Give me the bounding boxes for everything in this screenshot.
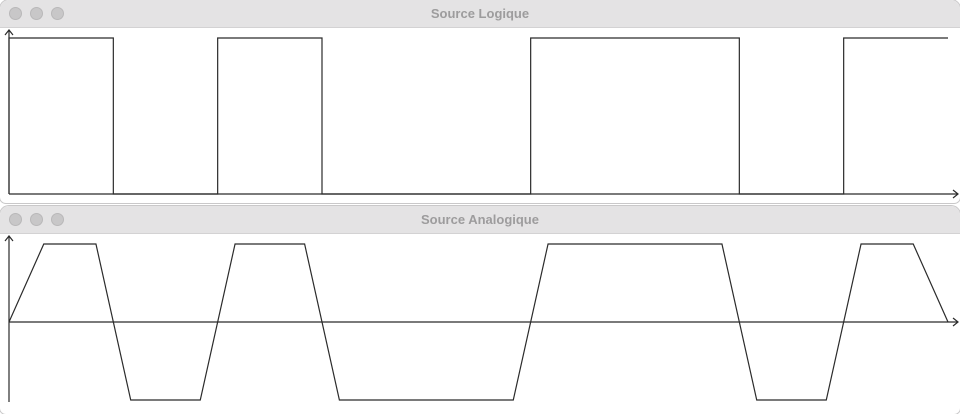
minimize-button[interactable] (30, 213, 43, 226)
minimize-button[interactable] (30, 7, 43, 20)
logic-signal-trace (8, 37, 948, 195)
logic-window-titlebar[interactable]: Source Logique (0, 0, 960, 28)
x-axis-arrow (952, 317, 959, 327)
logic-source-window: Source Logique (0, 0, 960, 203)
window-controls (9, 213, 64, 226)
analog-waveform (8, 243, 949, 401)
y-axis-arrow (4, 29, 14, 36)
zoom-button[interactable] (51, 7, 64, 20)
analog-signal-plot (4, 235, 959, 402)
close-button[interactable] (9, 213, 22, 226)
plot-axes (4, 29, 959, 199)
x-axis-arrow (952, 189, 959, 199)
plot-axes (4, 235, 959, 402)
zoom-button[interactable] (51, 213, 64, 226)
window-controls (9, 7, 64, 20)
analog-signal-trace (8, 243, 949, 401)
logic-waveform (8, 37, 948, 195)
y-axis-arrow (4, 235, 14, 242)
window-title: Source Logique (430, 6, 530, 21)
close-button[interactable] (9, 7, 22, 20)
analog-window-titlebar[interactable]: Source Analogique (0, 206, 960, 234)
logic-signal-plot (4, 29, 959, 199)
analog-source-window: Source Analogique (0, 206, 960, 414)
window-title: Source Analogique (421, 212, 539, 227)
